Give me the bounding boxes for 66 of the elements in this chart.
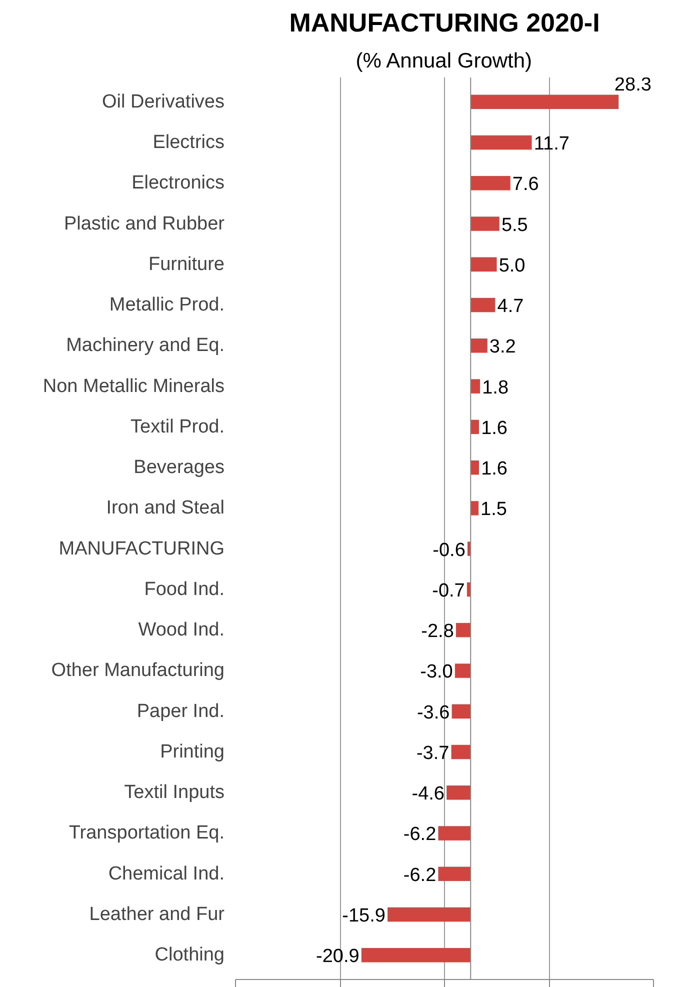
bar [470, 135, 532, 150]
data-label: 7.6 [512, 174, 539, 196]
y-tick-label: Textil Inputs [124, 782, 225, 804]
bar [451, 744, 471, 760]
data-label: -0.7 [432, 580, 465, 602]
y-tick-label: Electronics [132, 172, 224, 194]
y-tick-label: Other Manufacturing [51, 660, 225, 682]
data-label: -4.6 [412, 784, 445, 805]
data-label: -20.9 [316, 946, 360, 968]
bar [470, 338, 488, 353]
data-label: 3.2 [489, 336, 516, 358]
bar [470, 460, 479, 475]
bar [470, 257, 497, 272]
bar [470, 176, 510, 190]
y-tick-label: MANUFACTURING [58, 538, 225, 560]
data-label: 1.6 [481, 418, 508, 439]
data-label: 1.5 [480, 499, 507, 520]
y-tick-label: Iron and Steal [106, 498, 225, 519]
data-label: 11.7 [534, 134, 570, 155]
y-tick-label: Beverages [134, 457, 225, 478]
y-tick-label: Plastic and Rubber [64, 213, 226, 234]
bar [361, 948, 471, 962]
bar [446, 785, 471, 800]
chart-subtitle: (% Annual Growth) [356, 50, 532, 72]
data-label: 28.3 [614, 74, 652, 96]
data-label: -3.7 [416, 742, 450, 764]
y-tick-label: Non Metallic Minerals [42, 376, 225, 397]
data-label: -6.2 [403, 864, 436, 886]
bar [470, 501, 478, 516]
data-label: 5.0 [498, 255, 526, 276]
y-tick-label: Textil Prod. [130, 416, 225, 438]
bar [470, 94, 618, 109]
y-tick-label: Oil Derivatives [102, 91, 225, 112]
y-tick-label: Food Ind. [144, 578, 225, 600]
bar [470, 379, 480, 394]
y-tick-label: Electrics [152, 132, 225, 154]
data-label: -0.6 [432, 540, 466, 561]
y-tick-label: Chemical Ind. [108, 863, 225, 884]
y-tick-label: Machinery and Eq. [66, 335, 224, 356]
y-tick-label: Wood Ind. [138, 620, 225, 641]
data-label: 1.6 [481, 458, 508, 480]
y-tick-label: Paper Ind. [136, 700, 224, 722]
y-tick-label: Printing [160, 741, 224, 762]
data-label: -6.2 [403, 824, 436, 846]
data-label: -15.9 [342, 905, 386, 926]
y-tick-label: Leather and Fur [89, 904, 226, 925]
bar [454, 664, 471, 678]
bar [388, 907, 471, 922]
bar [438, 826, 471, 840]
data-label: -3.0 [420, 662, 453, 683]
bar [470, 420, 479, 434]
bar [438, 866, 471, 881]
data-label: 4.7 [497, 296, 524, 318]
data-label: 1.8 [482, 377, 509, 398]
y-tick-label: Metallic Prod. [109, 294, 225, 316]
y-tick-label: Furniture [148, 254, 225, 275]
bar [470, 216, 500, 231]
data-label: 5.5 [501, 214, 528, 236]
bar [452, 704, 471, 718]
data-label: -3.6 [416, 702, 450, 724]
bar [456, 622, 471, 638]
chart-title: MANUFACTURING 2020-I [289, 8, 600, 38]
data-label: -2.8 [421, 621, 454, 642]
y-tick-label: Transportation Eq. [68, 822, 225, 844]
y-tick-label: Clothing [154, 944, 225, 966]
bar [470, 298, 496, 312]
